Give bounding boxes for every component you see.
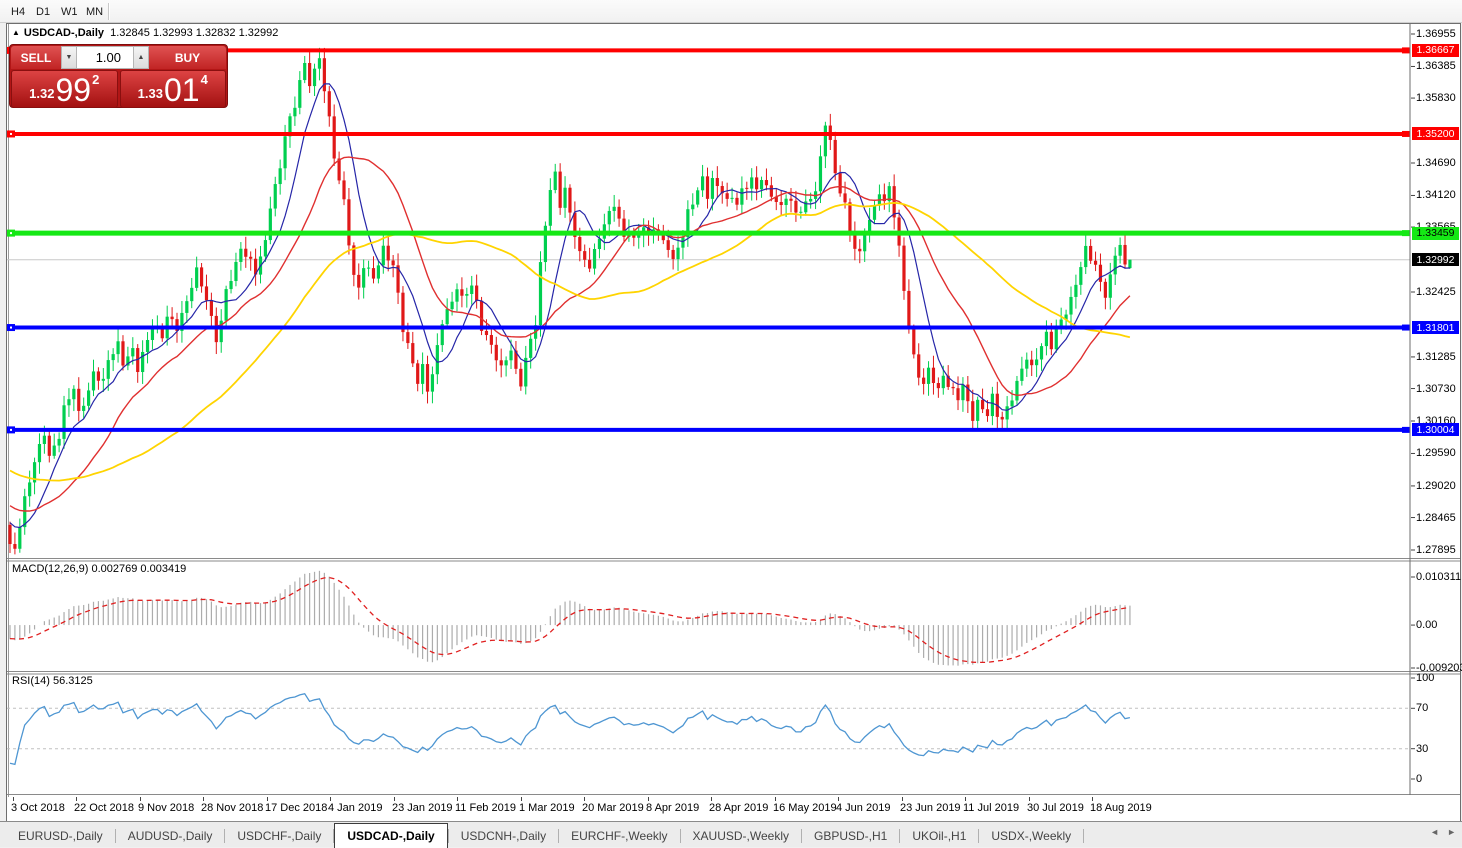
tab-separator: [447, 828, 449, 843]
tab-audusd-daily[interactable]: AUDUSD-,Daily: [127, 828, 213, 843]
spin-up-icon: ▲: [137, 54, 145, 61]
tab-usdchf-daily[interactable]: USDCHF-,Daily: [237, 828, 322, 843]
sell-button[interactable]: SELL: [11, 46, 61, 69]
tab-separator: [801, 828, 802, 843]
chart-ohlc-header: ▲ USDCAD-,Daily 1.32845 1.32993 1.32832 1…: [12, 27, 278, 39]
timeframe-button-h4[interactable]: H4: [11, 5, 26, 18]
buy-button[interactable]: BUY: [149, 46, 226, 69]
tab-eurchf-weekly[interactable]: EURCHF-,Weekly: [571, 828, 668, 843]
scale-tick-marks: [1411, 33, 1415, 780]
timeframe-button-mn[interactable]: MN: [86, 5, 104, 18]
symbol-tab-bar: EURUSD-,Daily AUDUSD-,Daily USDCHF-,Daily U…: [0, 821, 1462, 848]
ma-line-21: [9, 156, 1131, 512]
chart-canvas[interactable]: [7, 24, 1460, 796]
volume-input[interactable]: [77, 46, 133, 69]
tab-usdx-weekly[interactable]: USDX-,Weekly: [991, 828, 1072, 843]
macd-indicator-name: MACD(12,26,9): [12, 563, 89, 575]
tab-ukoil-h1[interactable]: UKOil-,H1: [912, 828, 967, 843]
rsi-line: [9, 692, 1131, 766]
horizontal-level-lines[interactable]: [7, 46, 1410, 434]
tab-separator: [114, 828, 116, 843]
tab-usdcnh-daily[interactable]: USDCNH-,Daily: [460, 828, 547, 843]
macd-current-values: 0.002769 0.003419: [91, 563, 187, 575]
ma-line-8: [9, 83, 1130, 529]
ma-line-50: [9, 201, 1131, 482]
toolbar-separator: [108, 3, 109, 20]
buy-price-prefix: 1.33: [137, 86, 163, 101]
tab-separator: [899, 828, 901, 843]
time-axis[interactable]: [7, 797, 1460, 821]
rsi-label-row: RSI(14) 56.3125: [12, 675, 93, 687]
candlesticks: [8, 47, 1132, 555]
pane-borders: [7, 24, 1460, 795]
tab-separator: [333, 828, 335, 843]
buy-price-big: 01: [163, 72, 200, 108]
tab-separator: [978, 828, 980, 843]
tab-usdcad-daily[interactable]: USDCAD-,Daily: [334, 823, 448, 848]
chart-ohlc-values: 1.32845 1.32993 1.32832 1.32992: [110, 27, 279, 39]
rsi-current-value: 56.3125: [52, 675, 93, 687]
tab-gbpusd-h1[interactable]: GBPUSD-,H1: [814, 828, 888, 843]
tab-separator: [679, 828, 681, 843]
sell-price-panel[interactable]: 1.32 99 2: [11, 70, 118, 108]
chart-window: [6, 23, 1461, 821]
macd-label-row: MACD(12,26,9) 0.002769 0.003419: [12, 563, 186, 575]
buy-price-sup: 4: [200, 72, 208, 87]
timeframe-button-w1[interactable]: W1: [61, 5, 78, 18]
tab-scroll-right-icon[interactable]: ►: [1447, 827, 1456, 837]
macd-histogram: [9, 570, 1131, 666]
tab-separator: [224, 828, 226, 843]
sell-price-sup: 2: [92, 72, 100, 87]
chart-symbol-label: USDCAD-,Daily: [23, 27, 104, 39]
sell-price-prefix: 1.32: [29, 86, 55, 101]
collapse-trade-panel-icon[interactable]: ▲: [12, 28, 20, 37]
one-click-trading-panel: SELL ▼ ▲ BUY 1.32 99 2 1.33 01 4: [9, 44, 228, 108]
volume-decrease-button[interactable]: ▼: [61, 46, 77, 69]
rsi-indicator-name: RSI(14): [12, 675, 50, 687]
buy-price-panel[interactable]: 1.33 01 4: [119, 70, 226, 108]
sell-price-big: 99: [55, 72, 92, 108]
timeframe-button-d1[interactable]: D1: [36, 5, 51, 18]
tab-xauusd-weekly[interactable]: XAUUSD-,Weekly: [692, 828, 789, 843]
tab-eurusd-daily[interactable]: EURUSD-,Daily: [18, 828, 103, 843]
tab-separator: [1083, 828, 1085, 843]
tab-scroll-left-icon[interactable]: ◄: [1430, 827, 1440, 837]
volume-increase-button[interactable]: ▲: [133, 46, 149, 69]
tab-separator: [558, 828, 560, 843]
spin-down-icon: ▼: [65, 54, 73, 61]
timeframe-toolbar: H4 D1 W1 MN: [0, 0, 1462, 23]
